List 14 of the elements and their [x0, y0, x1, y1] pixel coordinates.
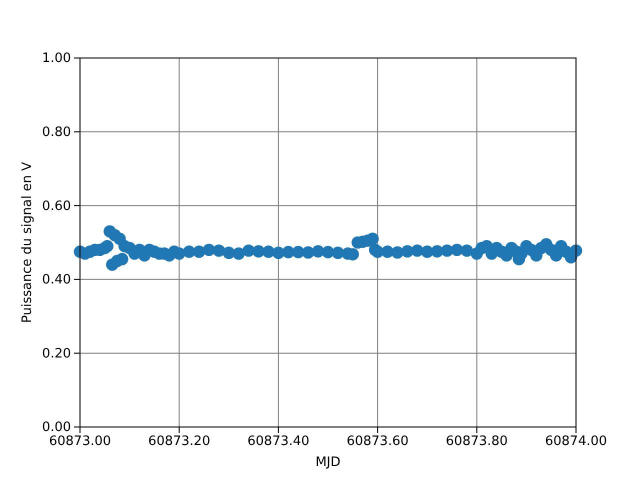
y-tick-label: 0.20 [42, 346, 71, 362]
y-axis-title: Puissance du signal en V [20, 162, 35, 323]
x-tick-label: 60873.20 [148, 434, 210, 450]
x-tick-label: 60873.40 [247, 434, 310, 450]
x-tick-label: 60874.00 [544, 434, 608, 450]
x-tick-label: 60873.00 [48, 434, 112, 450]
x-tick-label: 60873.60 [346, 434, 409, 450]
y-tick-label: 0.80 [42, 124, 71, 140]
y-tick-label: 0.60 [42, 198, 71, 214]
x-tick-label: 60873.80 [446, 434, 508, 450]
y-tick-label: 0.40 [42, 272, 71, 288]
y-tick-label: 0.00 [42, 420, 71, 436]
y-tick-label: 1.00 [42, 51, 71, 66]
x-axis-title: MJD [315, 455, 341, 470]
